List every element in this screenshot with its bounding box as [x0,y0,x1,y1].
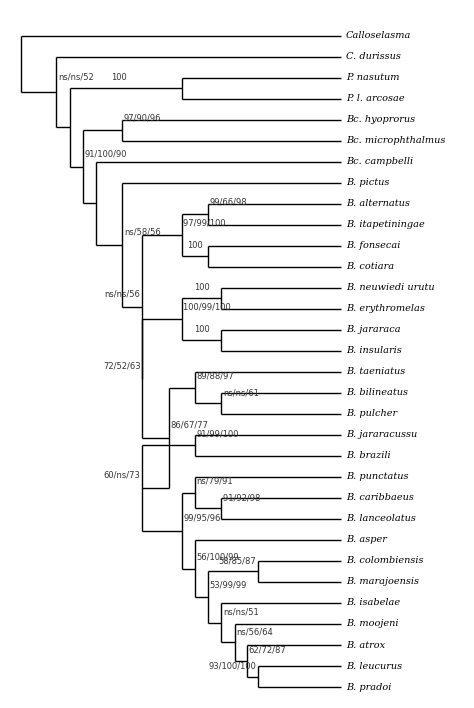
Text: 100/99/​100: 100/99/​100 [183,303,231,312]
Text: ns/ns/51: ns/ns/51 [223,607,259,617]
Text: 86/67/77: 86/67/77 [170,421,208,429]
Text: Calloselasma: Calloselasma [346,31,411,40]
Text: 100: 100 [187,241,203,250]
Text: 89/88/97: 89/88/97 [197,371,234,380]
Text: Bc. microphthalmus: Bc. microphthalmus [346,136,445,145]
Text: B. bilineatus: B. bilineatus [346,389,408,397]
Text: B. jararaca: B. jararaca [346,326,401,334]
Text: 93/100/100: 93/100/100 [208,661,256,670]
Text: 100: 100 [194,283,210,292]
Text: B. itapetiningae: B. itapetiningae [346,220,425,229]
Text: B. fonsecai: B. fonsecai [346,241,400,251]
Text: B. alternatus: B. alternatus [346,199,410,208]
Text: B. pradoi: B. pradoi [346,683,391,692]
Text: ns/ns/61: ns/ns/61 [223,388,259,397]
Text: P. l. arcosae: P. l. arcosae [346,94,404,103]
Text: 72/52/63: 72/52/63 [103,361,140,370]
Text: B. neuwiedi urutu: B. neuwiedi urutu [346,283,434,292]
Text: 58/85/87: 58/85/87 [218,556,256,565]
Text: C. durissus: C. durissus [346,52,401,61]
Text: B. leucurus: B. leucurus [346,661,402,670]
Text: 97/90/96: 97/90/96 [124,114,162,123]
Text: B. erythromelas: B. erythromelas [346,304,425,314]
Text: ns/ns/52: ns/ns/52 [58,73,94,81]
Text: B. brazili: B. brazili [346,452,391,460]
Text: 97/99/​100: 97/99/​100 [183,219,226,228]
Text: ns/58/56: ns/58/56 [124,227,161,236]
Text: ns/ns/56: ns/ns/56 [105,290,140,299]
Text: 60/ns/73: 60/ns/73 [104,471,140,479]
Text: 56/100/99: 56/100/99 [197,552,239,561]
Text: B. insularis: B. insularis [346,346,401,355]
Text: B. pulcher: B. pulcher [346,409,397,418]
Text: B. punctatus: B. punctatus [346,472,408,481]
Text: ns/56/64: ns/56/64 [236,627,273,636]
Text: 100: 100 [111,73,127,82]
Text: B. jararacussu: B. jararacussu [346,430,417,440]
Text: 100: 100 [194,325,210,334]
Text: B. colombiensis: B. colombiensis [346,556,423,566]
Text: 99/95/96: 99/95/96 [183,513,221,523]
Text: B. marajoensis: B. marajoensis [346,578,419,586]
Text: B. pictus: B. pictus [346,178,389,187]
Text: B. asper: B. asper [346,535,387,544]
Text: B. taeniatus: B. taeniatus [346,367,405,377]
Text: 62/72/87: 62/72/87 [248,646,286,654]
Text: ns/79/91: ns/79/91 [197,476,233,485]
Text: 91/100/90: 91/100/90 [84,149,127,159]
Text: B. moojeni: B. moojeni [346,620,398,629]
Text: P. nasutum: P. nasutum [346,73,399,82]
Text: B. isabelae: B. isabelae [346,598,400,607]
Text: 91/92/​98: 91/92/​98 [223,493,260,502]
Text: Bc. hyoprorus: Bc. hyoprorus [346,115,415,124]
Text: B. lanceolatus: B. lanceolatus [346,515,416,523]
Text: B. caribbaeus: B. caribbaeus [346,493,414,503]
Text: 91/99/100: 91/99/100 [197,429,239,438]
Text: 53/99/99: 53/99/99 [210,581,247,590]
Text: B. cotiara: B. cotiara [346,262,394,271]
Text: 99/66/98: 99/66/98 [210,198,247,207]
Text: B. atrox: B. atrox [346,641,385,649]
Text: Bc. campbelli: Bc. campbelli [346,157,413,166]
